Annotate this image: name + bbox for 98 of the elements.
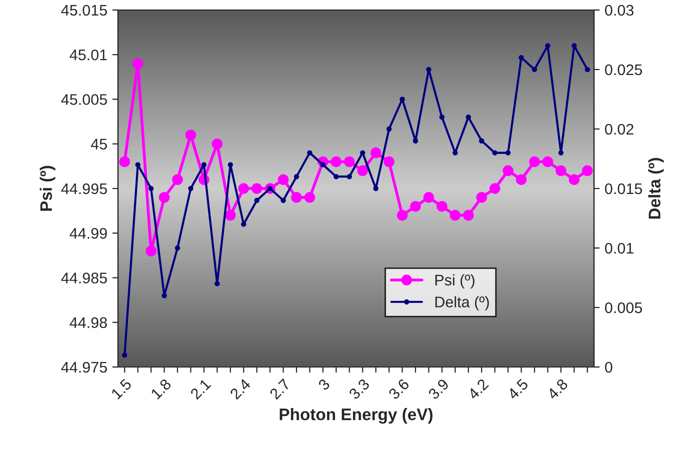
point [307, 150, 312, 156]
point [370, 147, 382, 158]
y-tick-label: 45.015 [61, 4, 107, 16]
y2-axis-title: Delta (º) [648, 158, 664, 219]
point [174, 245, 180, 251]
x-tick-label: 2.4 [229, 378, 252, 400]
point [344, 156, 355, 168]
y2-tick-label: 0.005 [605, 302, 642, 314]
y-tick-label: 44.995 [61, 183, 107, 194]
point [582, 165, 593, 176]
point [373, 186, 378, 192]
x-axis-title: Photon Energy (eV) [280, 408, 432, 424]
y-axis-title: Psi (º) [40, 166, 56, 211]
x-tick-label: 1.5 [110, 378, 132, 400]
point [572, 43, 577, 48]
point [132, 58, 144, 69]
x-tick-label: 1.8 [150, 378, 172, 400]
point [426, 66, 432, 72]
y2-tick-label: 0.03 [605, 4, 634, 16]
point [346, 174, 352, 180]
point [135, 162, 140, 168]
y-tick-label: 45.01 [70, 49, 107, 60]
point [146, 246, 156, 256]
y2-tick-label: 0.015 [605, 183, 642, 194]
point [254, 198, 260, 204]
point [334, 174, 339, 180]
point [529, 156, 540, 168]
point [158, 192, 170, 203]
legend-label: Psi (º) [435, 274, 474, 289]
point [188, 186, 194, 192]
x-tick-label: 4.2 [467, 378, 489, 400]
point [119, 156, 130, 168]
point [436, 200, 448, 212]
point [505, 150, 511, 156]
y2-tick-label: 0.01 [605, 242, 634, 254]
point [330, 156, 342, 168]
point [584, 66, 590, 72]
point [400, 96, 405, 102]
point [294, 174, 300, 180]
x-tick-label: 3.6 [388, 378, 410, 400]
point [278, 174, 289, 185]
point [556, 165, 566, 176]
point [479, 138, 484, 144]
point [304, 192, 316, 203]
point [489, 183, 500, 194]
point [251, 183, 262, 194]
point [122, 352, 128, 358]
y2-tick-label: 0.02 [605, 124, 634, 135]
y-tick-label: 44.975 [61, 362, 107, 373]
point [291, 192, 302, 203]
point [542, 156, 554, 168]
point [450, 210, 461, 221]
x-tick-label: 2.7 [269, 378, 291, 400]
x-tick-label: 3.3 [348, 378, 370, 400]
y-tick-label: 45 [90, 138, 107, 150]
point [225, 210, 236, 221]
x-tick-label: 3.9 [428, 378, 450, 400]
point [518, 54, 524, 60]
point [502, 165, 514, 176]
point [439, 114, 445, 120]
legend-label: Delta (º) [435, 296, 489, 310]
point [492, 150, 498, 156]
y-tick-label: 45.005 [61, 94, 107, 105]
y2-tick-label: 0.025 [605, 64, 642, 76]
point [410, 200, 421, 212]
point [212, 138, 223, 150]
point [280, 198, 286, 204]
point [463, 210, 474, 221]
point [148, 186, 154, 192]
point [466, 114, 471, 120]
y-tick-label: 44.985 [61, 272, 107, 284]
point [558, 150, 564, 156]
point [238, 183, 249, 194]
point [568, 174, 580, 185]
x-tick-label: 3 [318, 378, 330, 391]
point [516, 174, 527, 185]
point [172, 174, 183, 185]
point [386, 126, 392, 132]
point [201, 162, 207, 168]
point [185, 130, 196, 140]
x-tick-label: 4.8 [546, 378, 568, 400]
point [228, 162, 233, 168]
point [241, 222, 246, 227]
point [545, 43, 550, 48]
x-tick-label: 2.1 [190, 378, 212, 400]
y-tick-label: 44.98 [70, 317, 107, 328]
point [476, 192, 487, 203]
point [412, 138, 418, 144]
point [396, 210, 408, 221]
y-tick-label: 44.99 [70, 228, 107, 239]
point [384, 156, 394, 168]
point [357, 165, 368, 176]
x-tick-label: 4.5 [506, 378, 529, 400]
point [214, 281, 220, 286]
point [532, 66, 538, 72]
y2-tick-label: 0 [605, 362, 612, 373]
point [423, 192, 434, 203]
point [360, 150, 366, 156]
